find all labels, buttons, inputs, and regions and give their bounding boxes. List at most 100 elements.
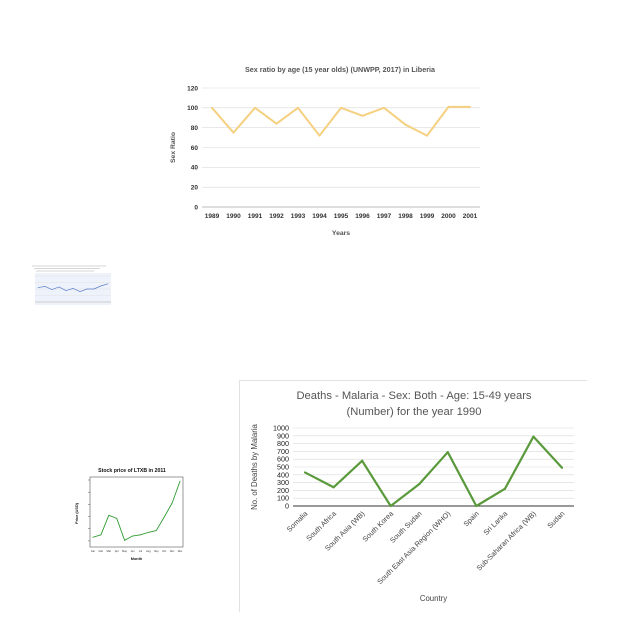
x-tick-label: 1998 bbox=[398, 213, 413, 220]
x-tick-label: Spain bbox=[461, 509, 480, 528]
plot-frame bbox=[89, 476, 184, 548]
y-tick-label: 400 bbox=[277, 470, 289, 479]
y-tick-label: 1000 bbox=[273, 424, 289, 433]
x-tick-label: 1997 bbox=[377, 213, 392, 220]
data-point bbox=[124, 539, 126, 541]
x-tick-label: Sri Lanka bbox=[481, 509, 509, 537]
x-tick-label: 1989 bbox=[205, 213, 220, 220]
data-point bbox=[100, 534, 102, 536]
series-line bbox=[92, 481, 181, 541]
data-point bbox=[155, 530, 157, 532]
data-point bbox=[44, 286, 46, 287]
data-point bbox=[361, 459, 364, 462]
data-point bbox=[58, 286, 60, 288]
x-tick-label: Jul bbox=[139, 549, 143, 553]
x-tick-label: 2000 bbox=[441, 213, 456, 220]
data-point bbox=[147, 531, 149, 533]
y-axis-label: No. of Deaths by Malaria bbox=[250, 423, 259, 509]
data-point bbox=[340, 106, 342, 109]
x-tick-label: Mar bbox=[107, 549, 112, 553]
y-tick-label: 120 bbox=[187, 85, 198, 92]
y-tick-label: 80 bbox=[191, 125, 199, 132]
data-point bbox=[560, 466, 564, 469]
data-point bbox=[140, 534, 141, 536]
x-tick-label: Apr bbox=[115, 549, 119, 553]
x-tick-label: Nov bbox=[170, 549, 175, 553]
y-tick-label: 500 bbox=[277, 463, 289, 472]
sex-ratio-chart: Sex ratio by age (15 year olds) (UNWPP, … bbox=[170, 65, 480, 237]
y-tick-label: 100 bbox=[277, 494, 289, 503]
malaria-deaths-chart: Deaths - Malaria - Sex: Both - Age: 15-4… bbox=[250, 390, 574, 603]
x-tick-label: Somalia bbox=[285, 509, 310, 534]
data-point bbox=[163, 516, 165, 518]
data-point bbox=[79, 291, 81, 292]
x-tick-label: May bbox=[122, 549, 128, 553]
data-point bbox=[426, 134, 428, 137]
x-axis-label: Years bbox=[332, 230, 350, 237]
x-tick-label: Sudan bbox=[545, 509, 566, 530]
data-point bbox=[116, 517, 118, 519]
x-tick-label: Dec bbox=[178, 549, 183, 553]
data-point bbox=[179, 480, 181, 482]
y-tick-label: 200 bbox=[277, 486, 289, 495]
data-point bbox=[383, 106, 385, 109]
data-point bbox=[51, 289, 53, 290]
y-axis-label: Sex Ratio bbox=[170, 132, 177, 163]
y-tick-label: 0 bbox=[285, 502, 289, 511]
data-point bbox=[318, 134, 321, 137]
x-tick-label: 1992 bbox=[269, 213, 284, 220]
data-point bbox=[404, 123, 407, 126]
series-line bbox=[211, 105, 470, 137]
data-point bbox=[532, 435, 535, 438]
y-tick-label: 700 bbox=[277, 447, 289, 456]
data-point bbox=[332, 486, 335, 489]
chart-title: Stock price of LTXB in 2011 bbox=[98, 468, 166, 474]
data-point bbox=[469, 105, 471, 108]
y-tick-label: 20 bbox=[191, 184, 199, 191]
chart-title: Deaths - Malaria - Sex: Both - Age: 15-4… bbox=[296, 390, 531, 402]
data-point bbox=[93, 288, 95, 290]
data-point bbox=[446, 451, 449, 454]
data-point bbox=[361, 114, 364, 117]
data-point bbox=[447, 105, 450, 108]
y-tick-label: 100 bbox=[187, 105, 198, 112]
x-tick-label: Aug bbox=[146, 549, 151, 553]
x-tick-label: 2001 bbox=[463, 213, 478, 220]
series-line bbox=[304, 435, 563, 508]
y-tick-label: 800 bbox=[277, 439, 289, 448]
data-point bbox=[475, 504, 478, 508]
y-tick-label: 300 bbox=[277, 478, 289, 487]
data-point bbox=[108, 514, 110, 516]
data-point bbox=[171, 502, 173, 504]
data-point bbox=[418, 483, 421, 486]
thumbnail-line-chart bbox=[32, 265, 111, 305]
x-tick-label: 1991 bbox=[248, 213, 263, 220]
data-point bbox=[107, 283, 109, 285]
y-tick-label: 0 bbox=[194, 204, 198, 211]
data-point bbox=[232, 131, 235, 134]
x-tick-label: Jan bbox=[91, 549, 96, 553]
x-tick-label: 1990 bbox=[226, 213, 241, 220]
x-tick-label: Oct bbox=[162, 549, 166, 553]
x-axis-label: Country bbox=[420, 594, 447, 603]
data-point bbox=[37, 287, 39, 289]
data-point bbox=[65, 290, 67, 291]
data-point bbox=[303, 471, 307, 474]
x-tick-label: 1995 bbox=[334, 213, 349, 220]
data-point bbox=[297, 106, 299, 109]
y-tick-label: 600 bbox=[277, 455, 289, 464]
data-point bbox=[503, 487, 506, 490]
data-point bbox=[86, 288, 88, 290]
x-tick-label: Sep bbox=[154, 549, 159, 553]
y-tick-label: 40 bbox=[191, 165, 199, 172]
data-point bbox=[275, 122, 278, 125]
data-point bbox=[132, 535, 133, 537]
data-point bbox=[72, 288, 74, 289]
data-point bbox=[254, 106, 256, 109]
x-axis-label: Month bbox=[131, 557, 143, 561]
x-tick-label: Jun bbox=[130, 549, 135, 553]
x-tick-label: 1994 bbox=[312, 213, 327, 220]
x-tick-label: 1993 bbox=[291, 213, 306, 220]
x-tick-label: Feb bbox=[99, 549, 104, 553]
